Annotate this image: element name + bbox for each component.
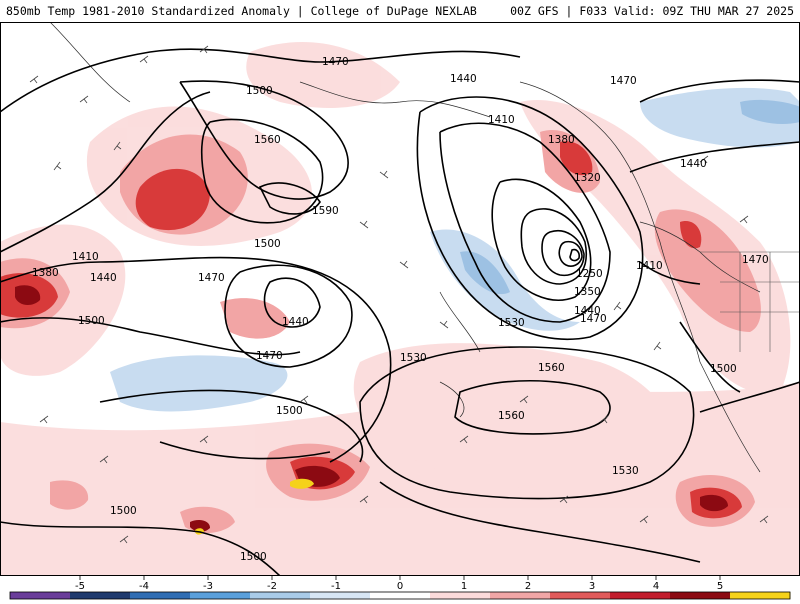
contour-label: 1440 <box>282 316 309 328</box>
colorbar-segment <box>250 592 311 599</box>
colorbar-segment <box>190 592 251 599</box>
colorbar-segment <box>670 592 731 599</box>
colorbar-tick-label: -2 <box>267 581 277 592</box>
colorbar-tick-label: 4 <box>653 581 659 592</box>
anomaly-map: 1470 1440 1500 1560 1590 1500 1470 1440 … <box>0 22 800 576</box>
colorbar-segment <box>490 592 551 599</box>
contour-label: 1470 <box>322 56 349 68</box>
map-header: 850mb Temp 1981-2010 Standardized Anomal… <box>0 0 800 22</box>
contour-label: 1590 <box>312 205 339 217</box>
colorbar-segment <box>610 592 671 599</box>
contour-label: 1500 <box>240 551 267 563</box>
contour-label: 1440 <box>90 272 117 284</box>
colorbar-tick-label: 1 <box>461 581 467 592</box>
contour-label: 1560 <box>538 362 565 374</box>
contour-label: 1380 <box>548 134 575 146</box>
contour-label: 1410 <box>72 251 99 263</box>
contour-label: 1530 <box>498 317 525 329</box>
colorbar-segment <box>370 592 431 599</box>
colorbar-segment <box>430 592 491 599</box>
contour-label: 1410 <box>488 114 515 126</box>
colorbar-tick-label: 5 <box>717 581 723 592</box>
colorbar: -5 -4 -3 -2 -1 0 1 2 3 4 5 <box>0 576 800 600</box>
contour-label: 1470 <box>580 313 607 325</box>
wind-barbs <box>29 45 769 544</box>
colorbar-outline <box>9 591 791 600</box>
colorbar-segment <box>310 592 371 599</box>
contour-label: 1560 <box>254 134 281 146</box>
contour-label: 1380 <box>32 267 59 279</box>
colorbar-segment <box>730 592 791 599</box>
colorbar-tick-label: -4 <box>139 581 149 592</box>
contour-label: 1500 <box>276 405 303 417</box>
contour-label: 1470 <box>256 350 283 362</box>
colorbar-segment <box>130 592 191 599</box>
contour-label: 1250 <box>576 268 603 280</box>
height-contours <box>0 48 800 576</box>
colorbar-segment <box>10 592 71 599</box>
state-borders <box>700 251 800 352</box>
header-title-left: 850mb Temp 1981-2010 Standardized Anomal… <box>6 4 477 18</box>
colorbar-tick-label: -1 <box>331 581 341 592</box>
colorbar-tick-label: 2 <box>525 581 531 592</box>
contour-label: 1350 <box>574 286 601 298</box>
contour-label: 1470 <box>610 75 637 87</box>
contour-label: 1440 <box>450 73 477 85</box>
colorbar-tick-label: 3 <box>589 581 595 592</box>
colorbar-tick-label: 0 <box>397 581 403 592</box>
colorbar-tick-label: -5 <box>75 581 85 592</box>
contour-label: 1500 <box>254 238 281 250</box>
contour-label: 1470 <box>198 272 225 284</box>
moderate-cold-anomaly-areas <box>460 99 800 295</box>
contour-label: 1500 <box>110 505 137 517</box>
contour-label: 1440 <box>574 305 601 317</box>
contour-label: 1440 <box>680 158 707 170</box>
map-svg: 1470 1440 1500 1560 1590 1500 1470 1440 … <box>0 22 800 576</box>
contour-label: 1500 <box>78 315 105 327</box>
contour-label: 1500 <box>710 363 737 375</box>
header-title-right: 00Z GFS | F033 Valid: 09Z THU MAR 27 202… <box>510 4 794 18</box>
contour-label: 1320 <box>574 172 601 184</box>
contour-label: 1500 <box>246 85 273 97</box>
contour-label: 1530 <box>612 465 639 477</box>
colorbar-segment <box>70 592 131 599</box>
colorbar-tick-label: -3 <box>203 581 213 592</box>
contour-label: 1560 <box>498 410 525 422</box>
contour-label: 1410 <box>636 260 663 272</box>
colorbar-ticks: -5 -4 -3 -2 -1 0 1 2 3 4 5 <box>75 576 723 592</box>
colorbar-svg: -5 -4 -3 -2 -1 0 1 2 3 4 5 <box>9 576 791 600</box>
contour-label: 1470 <box>742 254 769 266</box>
colorbar-segment <box>550 592 611 599</box>
contour-labels: 1470 1440 1500 1560 1590 1500 1470 1440 … <box>32 56 769 563</box>
colorbar-segments <box>9 591 791 600</box>
contour-label: 1530 <box>400 352 427 364</box>
